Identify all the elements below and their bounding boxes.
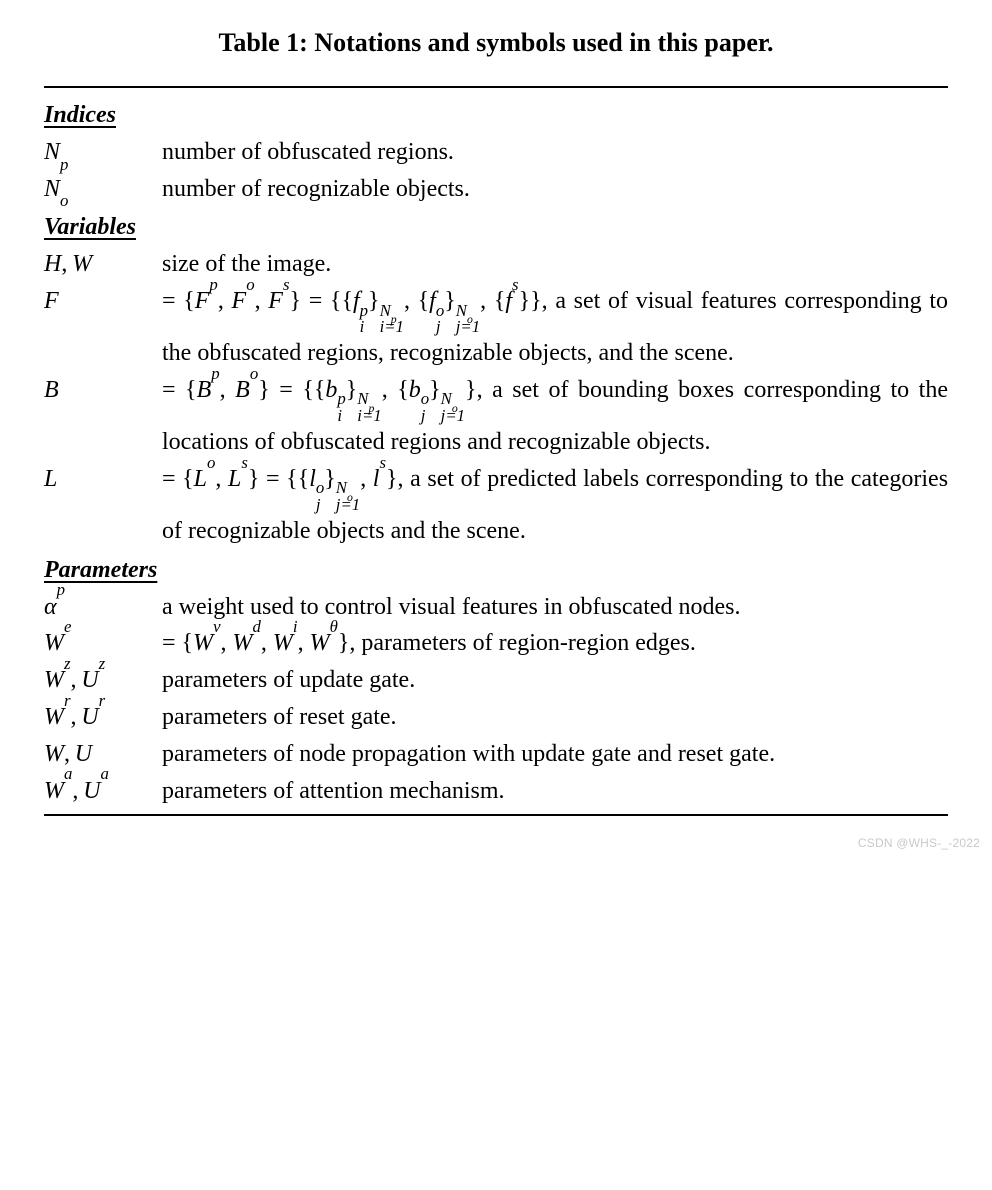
row-l: L = {Lo, Ls} = {{loj}Noj=1, ls}, a set o… (44, 462, 948, 549)
section-variables: Variables (44, 210, 948, 245)
row-we: We = {Wv, Wd, Wi, Wθ}, parameters of reg… (44, 626, 948, 661)
row-b: B = {Bp, Bo} = {{bpi}Npi=1, {boj}Noj=1},… (44, 373, 948, 460)
symbol-np: Np (44, 135, 162, 170)
section-parameters: Parameters (44, 553, 948, 588)
notation-table: Indices Np number of obfuscated regions.… (44, 86, 948, 816)
desc-wau: parameters of attention mechanism. (162, 774, 948, 809)
desc-f: = {Fp, Fo, Fs} = {{fpi}Npi=1, {foj}Noj=1… (162, 284, 948, 371)
desc-hw: size of the image. (162, 247, 948, 282)
symbol-b: B (44, 373, 162, 408)
row-np: Np number of obfuscated regions. (44, 135, 948, 170)
desc-l: = {Lo, Ls} = {{loj}Noj=1, ls}, a set of … (162, 462, 948, 549)
desc-np: number of obfuscated regions. (162, 135, 948, 170)
desc-no: number of recognizable objects. (162, 172, 948, 207)
desc-alpha: a weight used to control visual features… (162, 590, 948, 625)
desc-wrur: parameters of reset gate. (162, 700, 948, 735)
desc-b: = {Bp, Bo} = {{bpi}Npi=1, {boj}Noj=1}, a… (162, 373, 948, 460)
watermark: CSDN @WHS-_-2022 (858, 836, 980, 850)
symbol-l: L (44, 462, 162, 497)
table-caption: Table 1: Notations and symbols used in t… (44, 28, 948, 58)
row-wzuz: Wz, Uz parameters of update gate. (44, 663, 948, 698)
symbol-hw: H, W (44, 247, 162, 282)
symbol-alpha: αp (44, 590, 162, 625)
symbol-f: F (44, 284, 162, 319)
row-wrur: Wr, Ur parameters of reset gate. (44, 700, 948, 735)
symbol-wau: Wa, Ua (44, 774, 162, 809)
desc-wzuz: parameters of update gate. (162, 663, 948, 698)
desc-we: = {Wv, Wd, Wi, Wθ}, parameters of region… (162, 626, 948, 661)
desc-l-tail: , a set of predicted labels correspondin… (162, 466, 948, 544)
section-indices: Indices (44, 98, 948, 133)
desc-b-tail: , a set of bounding boxes corresponding … (162, 377, 948, 455)
row-wu: W, U parameters of node propagation with… (44, 737, 948, 772)
row-alpha: αp a weight used to control visual featu… (44, 590, 948, 625)
desc-we-tail: , parameters of region-region edges. (349, 630, 696, 656)
symbol-no: No (44, 172, 162, 207)
row-no: No number of recognizable objects. (44, 172, 948, 207)
row-f: F = {Fp, Fo, Fs} = {{fpi}Npi=1, {foj}Noj… (44, 284, 948, 371)
desc-wu: parameters of node propagation with upda… (162, 737, 948, 772)
row-wau: Wa, Ua parameters of attention mechanism… (44, 774, 948, 809)
symbol-wrur: Wr, Ur (44, 700, 162, 735)
row-hw: H, W size of the image. (44, 247, 948, 282)
